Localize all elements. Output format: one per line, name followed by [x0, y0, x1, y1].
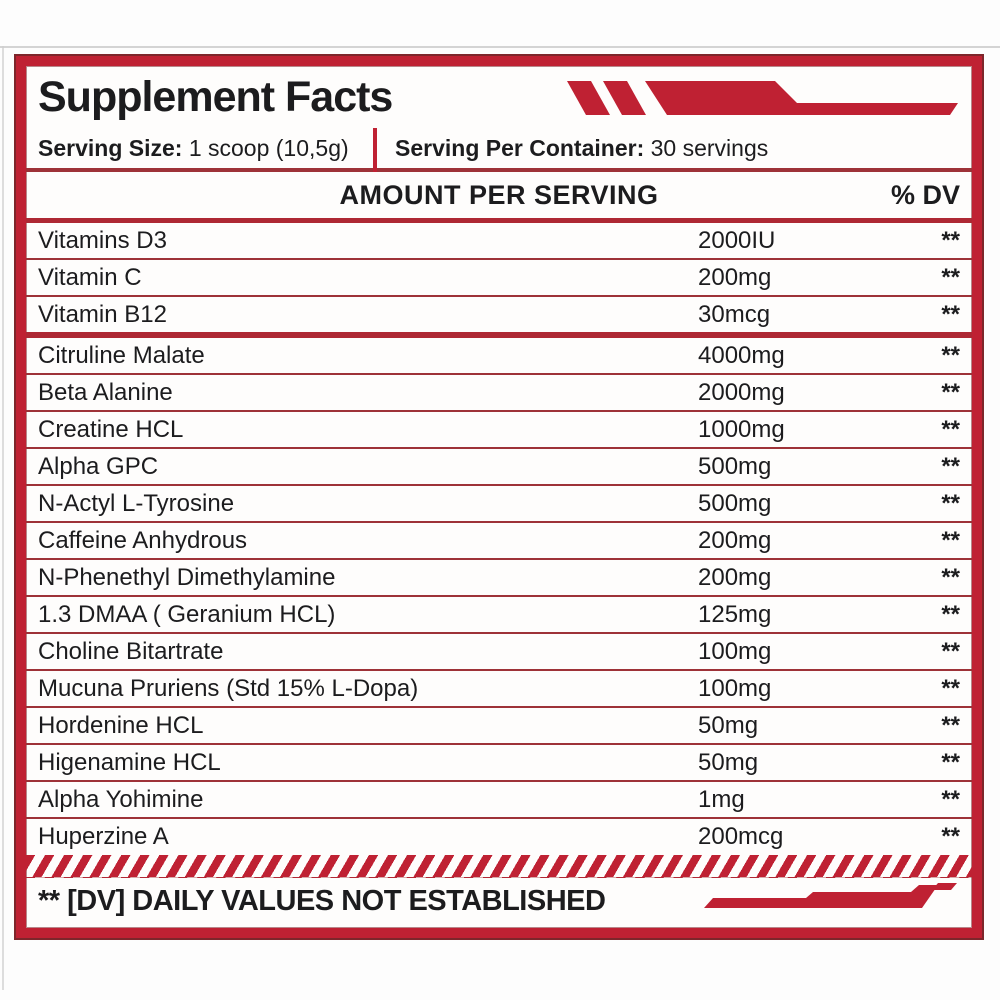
ingredient-amount: 100mg [698, 638, 772, 665]
ingredient-amount: 200mg [698, 564, 772, 591]
ingredient-table: Vitamins D3 2000IU ** Vitamin C 200mg ** Vitam… [26, 223, 972, 854]
top-right-decoration [567, 81, 958, 115]
ingredient-name: Choline Bitartrate [38, 638, 224, 665]
ingredient-dv: ** [941, 490, 960, 517]
ingredient-name: Vitamin C [38, 264, 142, 291]
servings-per-container-label: Serving Per Container: [395, 134, 645, 161]
ingredient-dv: ** [941, 601, 960, 628]
ingredient-name: N-Phenethyl Dimethylamine [38, 564, 336, 591]
amount-per-serving-header: AMOUNT PER SERVING [339, 180, 659, 210]
ingredient-dv: ** [941, 264, 960, 291]
ingredient-row: Citruline Malate 4000mg ** [26, 338, 972, 375]
photo-edge-line-left [2, 46, 4, 990]
ingredient-row: Mucuna Pruriens (Std 15% L-Dopa) 100mg ** [26, 671, 972, 708]
ingredient-row: Vitamin C 200mg ** [26, 260, 972, 297]
ingredient-row: Huperzine A 200mcg ** [26, 819, 972, 854]
ingredient-dv: ** [941, 527, 960, 554]
ingredient-amount: 1mg [698, 786, 745, 813]
ingredient-amount: 500mg [698, 453, 772, 480]
ingredient-dv: ** [941, 453, 960, 480]
percent-dv-header: % DV [890, 180, 960, 210]
title-row: Supplement Facts [26, 66, 972, 128]
ingredient-amount: 2000IU [698, 227, 776, 254]
horizontal-rule-thick [26, 218, 972, 223]
ingredient-dv: ** [941, 416, 960, 443]
ingredient-row: 1.3 DMAA ( Geranium HCL) 125mg ** [26, 597, 972, 634]
ingredient-row: Vitamins D3 2000IU ** [26, 223, 972, 260]
ingredient-dv: ** [941, 675, 960, 702]
servings-per-container-value: 30 servings [650, 134, 769, 161]
ingredient-name: Alpha Yohimine [38, 786, 204, 813]
ingredient-name: Citruline Malate [38, 342, 205, 369]
serving-size-label: Serving Size: [38, 134, 183, 161]
ingredient-row: Choline Bitartrate 100mg ** [26, 634, 972, 671]
serving-size-value: 1 scoop (10,5g) [188, 134, 349, 161]
ingredient-dv: ** [941, 638, 960, 665]
ingredient-dv: ** [941, 227, 960, 254]
ingredient-name: Mucuna Pruriens (Std 15% L-Dopa) [38, 675, 419, 702]
ingredient-amount: 100mg [698, 675, 772, 702]
ingredient-amount: 1000mg [698, 416, 785, 443]
ingredient-name: Vitamins D3 [38, 227, 167, 254]
serving-size: Serving Size: 1 scoop (10,5g) [26, 135, 373, 162]
ingredient-amount: 200mg [698, 264, 772, 291]
daily-value-footnote: ** [DV] DAILY VALUES NOT ESTABLISHED [38, 885, 606, 917]
ingredient-name: Beta Alanine [38, 379, 173, 406]
panel-content: Supplement Facts Serving Size: 1 scoop (… [26, 66, 972, 928]
table-header-row: AMOUNT PER SERVING % DV [26, 172, 972, 218]
ingredient-row: Hordenine HCL 50mg ** [26, 708, 972, 745]
ingredient-dv: ** [941, 749, 960, 776]
photo-edge-line-top [0, 46, 1000, 48]
ingredient-dv: ** [941, 786, 960, 813]
ingredient-name: Huperzine A [38, 823, 169, 850]
ingredient-dv: ** [941, 823, 960, 850]
serving-divider [373, 128, 377, 172]
horizontal-rule [26, 168, 972, 172]
ingredient-name: Caffeine Anhydrous [38, 527, 248, 554]
ingredient-dv: ** [941, 564, 960, 591]
ingredient-amount: 50mg [698, 749, 759, 776]
ingredient-row: Vitamin B12 30mcg ** [26, 297, 972, 338]
ingredient-dv: ** [941, 342, 960, 369]
supplement-facts-panel: Supplement Facts Serving Size: 1 scoop (… [16, 56, 982, 938]
ingredient-row: Alpha GPC 500mg ** [26, 449, 972, 486]
serving-info-row: Serving Size: 1 scoop (10,5g) Serving Pe… [26, 128, 972, 172]
ingredient-row: Creatine HCL 1000mg ** [26, 412, 972, 449]
ingredient-row: Alpha Yohimine 1mg ** [26, 782, 972, 819]
ingredient-row: N-Phenethyl Dimethylamine 200mg ** [26, 560, 972, 597]
ingredient-amount: 30mcg [698, 301, 771, 328]
hazard-stripe-band [26, 855, 972, 878]
ingredient-dv: ** [941, 301, 960, 328]
ingredient-amount: 2000mg [698, 379, 785, 406]
panel-title: Supplement Facts [38, 73, 393, 121]
ingredient-amount: 50mg [698, 712, 759, 739]
ingredient-amount: 200mcg [698, 823, 784, 850]
ingredient-amount: 500mg [698, 490, 772, 517]
ingredient-name: 1.3 DMAA ( Geranium HCL) [38, 601, 336, 628]
ingredient-amount: 200mg [698, 527, 772, 554]
ingredient-name: Alpha GPC [38, 453, 159, 480]
servings-per-container: Serving Per Container: 30 servings [377, 135, 768, 162]
ingredient-name: N-Actyl L-Tyrosine [38, 490, 235, 517]
ingredient-dv: ** [941, 712, 960, 739]
ingredient-dv: ** [941, 379, 960, 406]
ingredient-amount: 125mg [698, 601, 772, 628]
ingredient-row: N-Actyl L-Tyrosine 500mg ** [26, 486, 972, 523]
ingredient-name: Creatine HCL [38, 416, 184, 443]
ingredient-name: Vitamin B12 [38, 301, 167, 328]
ingredient-name: Higenamine HCL [38, 749, 221, 776]
ingredient-row: Beta Alanine 2000mg ** [26, 375, 972, 412]
ingredient-amount: 4000mg [698, 342, 785, 369]
ingredient-name: Hordenine HCL [38, 712, 204, 739]
bottom-right-decoration [704, 883, 957, 908]
ingredient-row: Caffeine Anhydrous 200mg ** [26, 523, 972, 560]
ingredient-row: Higenamine HCL 50mg ** [26, 745, 972, 782]
footer-row: ** [DV] DAILY VALUES NOT ESTABLISHED [26, 878, 972, 924]
